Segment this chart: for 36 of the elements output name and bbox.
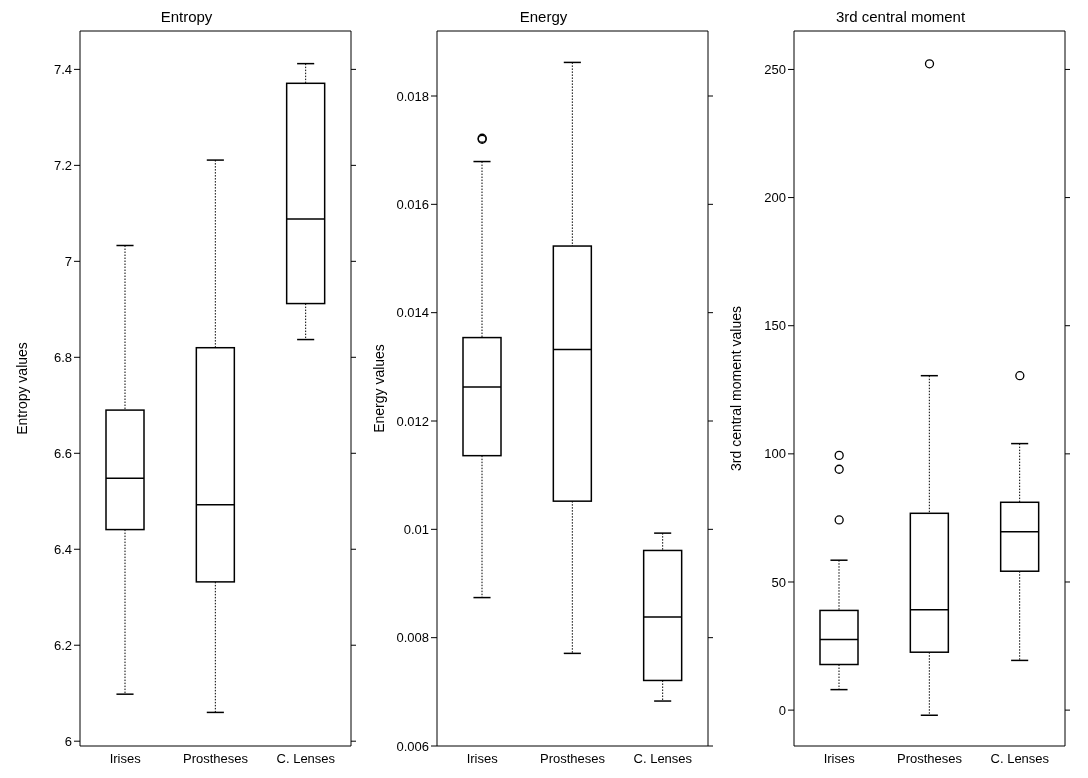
- y-tick-label: 50: [771, 574, 786, 590]
- x-tick-label: Irises: [109, 751, 142, 767]
- y-axis-title: Energy values: [370, 344, 387, 433]
- y-tick-label: 0: [778, 702, 786, 718]
- x-tick-label: C. Lenses: [276, 751, 336, 767]
- y-tick-label: 0.012: [396, 413, 429, 429]
- x-tick-label: C. Lenses: [633, 751, 693, 767]
- y-tick-label: 6.8: [53, 349, 72, 365]
- y-tick-label: 0.006: [396, 738, 429, 754]
- y-tick-label: 7: [64, 253, 72, 269]
- y-tick-label: 6.6: [53, 445, 72, 461]
- chart-title: 3rd central moment: [834, 8, 967, 27]
- y-tick-label: 100: [764, 446, 786, 462]
- chart-title: Energy: [518, 8, 569, 27]
- x-tick-label: Irises: [823, 751, 856, 767]
- x-tick-label: Prostheses: [539, 751, 606, 767]
- y-tick-label: 6.4: [53, 541, 72, 557]
- x-tick-label: Prostheses: [182, 751, 249, 767]
- y-axis-title: 3rd central moment values: [727, 306, 744, 471]
- x-tick-label: Prostheses: [896, 751, 963, 767]
- y-axis-title: Entropy values: [13, 342, 30, 435]
- chart-title: Entropy: [159, 8, 214, 27]
- y-tick-label: 0.016: [396, 196, 429, 212]
- y-tick-label: 7.2: [53, 157, 72, 173]
- y-tick-label: 150: [764, 318, 786, 334]
- y-tick-label: 250: [764, 62, 786, 78]
- x-tick-label: Irises: [466, 751, 499, 767]
- x-tick-label: C. Lenses: [990, 751, 1050, 767]
- y-tick-label: 0.01: [403, 521, 429, 537]
- y-tick-label: 0.018: [396, 88, 429, 104]
- y-tick-label: 0.008: [396, 630, 429, 646]
- y-tick-label: 200: [764, 190, 786, 206]
- y-tick-label: 0.014: [396, 305, 429, 321]
- y-tick-label: 7.4: [53, 62, 72, 77]
- y-tick-label: 6.2: [53, 637, 72, 653]
- y-tick-label: 6: [64, 733, 72, 749]
